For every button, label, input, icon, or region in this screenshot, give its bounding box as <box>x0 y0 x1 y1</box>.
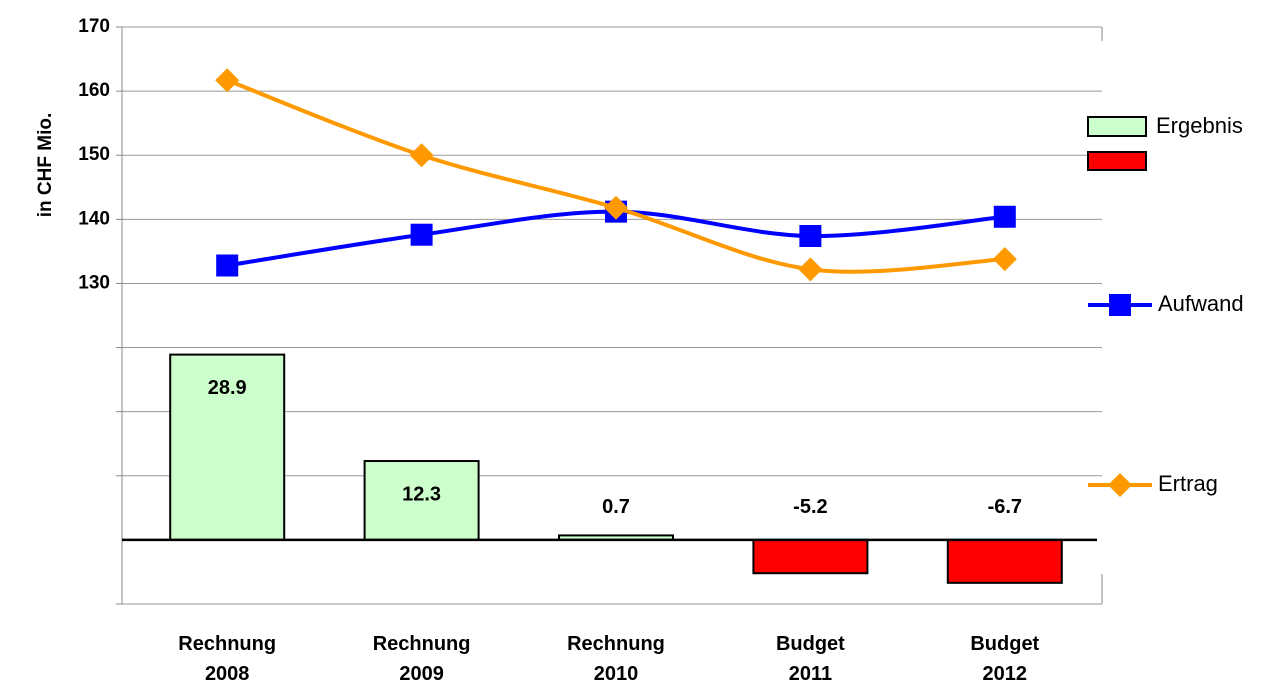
bar <box>752 538 869 575</box>
x-tick-label: Budget 2011 <box>776 633 845 685</box>
y-axis-label: in CHF Mio. <box>35 113 56 217</box>
value-label: 12.3 <box>402 483 441 505</box>
marker <box>409 143 434 168</box>
y-tick-label: 130 <box>78 272 110 293</box>
value-label: -6.7 <box>988 496 1022 518</box>
value-label: -5.2 <box>793 496 827 518</box>
x-tick-label: Rechnung 2008 <box>178 633 276 685</box>
marker <box>993 205 1016 228</box>
value-label: 0.7 <box>602 496 630 518</box>
x-tick-label: Rechnung 2009 <box>373 633 471 685</box>
legend-label: Ertrag <box>1158 471 1218 496</box>
marker <box>1109 294 1131 316</box>
y-tick-label: 150 <box>78 144 110 165</box>
x-tick-label: Budget 2012 <box>970 633 1039 685</box>
legend-label: Ergebnis <box>1156 113 1243 138</box>
legend-swatch <box>1087 151 1147 171</box>
bar <box>946 538 1063 584</box>
legend-label: Aufwand <box>1158 291 1244 316</box>
bar <box>169 353 286 541</box>
marker <box>410 223 433 246</box>
marker <box>798 257 823 282</box>
x-tick-label: Rechnung 2010 <box>567 633 665 685</box>
line <box>226 78 1005 274</box>
y-tick-label: 170 <box>78 16 110 37</box>
y-tick-label: 160 <box>78 80 110 101</box>
marker <box>215 68 240 93</box>
value-label: 28.9 <box>208 377 247 399</box>
bar <box>363 460 480 541</box>
marker <box>604 195 628 220</box>
marker <box>799 225 822 248</box>
legend-swatch <box>1087 116 1147 137</box>
marker <box>992 247 1017 272</box>
marker <box>1108 473 1132 497</box>
y-tick-label: 140 <box>78 208 110 229</box>
marker <box>216 254 239 277</box>
